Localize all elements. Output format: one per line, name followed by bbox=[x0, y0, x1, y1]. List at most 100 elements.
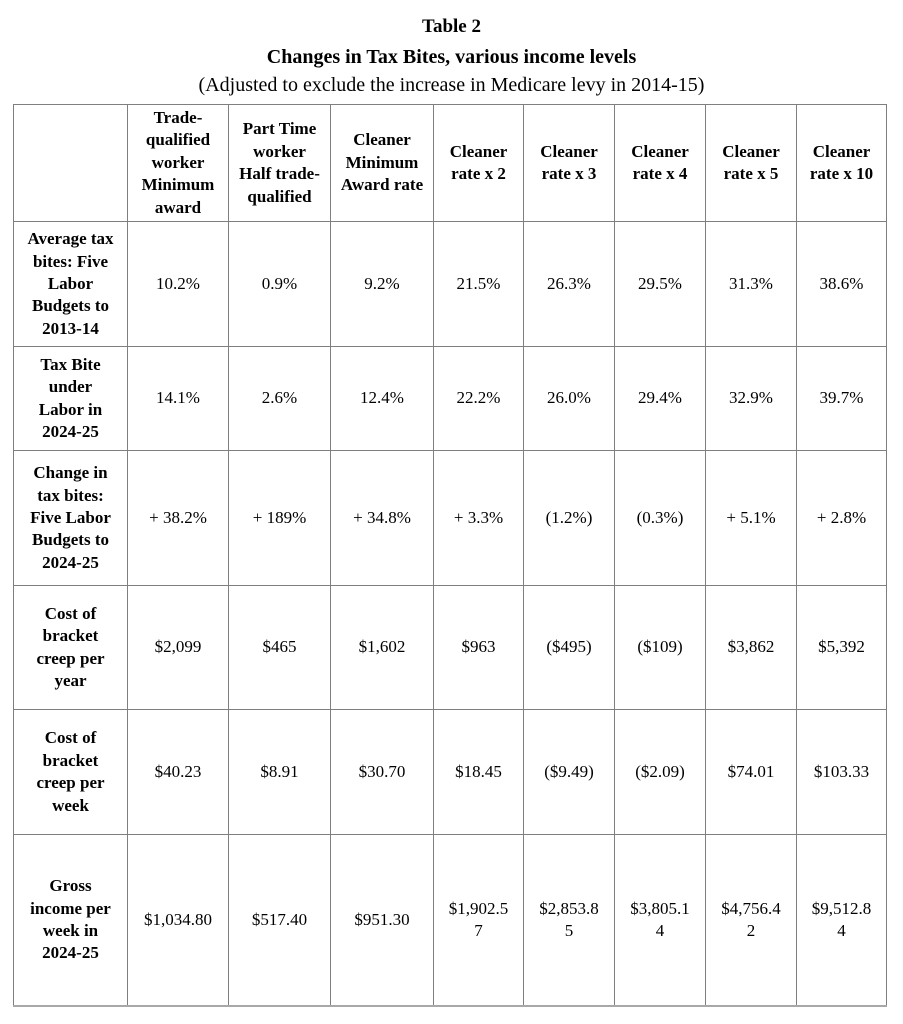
value-cell: $4,756.42 bbox=[705, 834, 797, 1007]
value-cell: 14.1% bbox=[127, 346, 229, 452]
value-cell: ($495) bbox=[523, 585, 615, 711]
cell-value: $2,853.85 bbox=[539, 898, 599, 940]
value-cell: 2.6% bbox=[228, 346, 331, 452]
cell-value: 38.6% bbox=[819, 273, 864, 293]
value-cell: (0.3%) bbox=[614, 450, 706, 587]
value-cell: $2,853.85 bbox=[523, 834, 615, 1007]
cell-value: + 38.2% bbox=[149, 507, 207, 527]
table-row: Average tax bites: Five Labor Budgets to… bbox=[13, 221, 887, 348]
cell-value: + 189% bbox=[252, 507, 307, 527]
value-cell: + 38.2% bbox=[127, 450, 229, 587]
value-cell: ($2.09) bbox=[614, 709, 706, 836]
column-header: Trade-qualified worker Minimum award bbox=[127, 103, 229, 223]
value-cell: + 34.8% bbox=[330, 450, 434, 587]
table-main-title: Changes in Tax Bites, various income lev… bbox=[266, 46, 637, 68]
value-cell: $3,862 bbox=[705, 585, 797, 711]
value-cell: 10.2% bbox=[127, 221, 229, 348]
cell-value: 9.2% bbox=[364, 273, 400, 293]
value-cell: $2,099 bbox=[127, 585, 229, 711]
row-label: Tax Bite under Labor in 2024-25 bbox=[13, 346, 128, 452]
table-row: Cost of bracket creep per year $2,099 $465… bbox=[13, 585, 887, 711]
cell-value: 14.1% bbox=[156, 388, 200, 408]
cell-value: 2.6% bbox=[261, 388, 298, 408]
value-cell: + 3.3% bbox=[433, 450, 524, 587]
row-label: Cost of bracket creep per year bbox=[13, 585, 128, 711]
column-header: Cleaner rate x 2 bbox=[433, 103, 524, 223]
value-cell: $74.01 bbox=[705, 709, 797, 836]
value-cell: 29.4% bbox=[614, 346, 706, 452]
value-cell: (1.2%) bbox=[523, 450, 615, 587]
cell-value: $2,099 bbox=[154, 637, 202, 657]
value-cell: $517.40 bbox=[228, 834, 331, 1007]
cell-value: $9,512.84 bbox=[811, 898, 872, 940]
cell-value: $951.30 bbox=[354, 909, 410, 929]
value-cell: 26.0% bbox=[523, 346, 615, 452]
cell-value: 31.3% bbox=[729, 273, 773, 293]
cell-value: ($495) bbox=[546, 637, 592, 657]
column-header: Cleaner Minimum Award rate bbox=[330, 103, 434, 223]
value-cell: 12.4% bbox=[330, 346, 434, 452]
table-subtitle: (Adjusted to exclude the increase in Med… bbox=[198, 74, 705, 96]
cell-value: 10.2% bbox=[156, 273, 200, 293]
value-cell: 9.2% bbox=[330, 221, 434, 348]
value-cell: 0.9% bbox=[228, 221, 331, 348]
cell-value: $30.70 bbox=[358, 761, 406, 781]
corner-cell bbox=[13, 103, 128, 223]
row-label: Average tax bites: Five Labor Budgets to… bbox=[13, 221, 128, 348]
value-cell: $951.30 bbox=[330, 834, 434, 1007]
cell-value: + 3.3% bbox=[453, 507, 504, 527]
value-cell: $1,902.57 bbox=[433, 834, 524, 1007]
value-cell: $103.33 bbox=[796, 709, 887, 836]
table-row: Gross income per week in 2024-25 $1,034.8… bbox=[13, 834, 887, 1007]
cell-value: (1.2%) bbox=[545, 507, 593, 527]
column-header: Cleaner rate x 3 bbox=[523, 103, 615, 223]
cell-value: 26.3% bbox=[547, 273, 591, 293]
cell-value: $1,902.57 bbox=[448, 898, 509, 940]
value-cell: $5,392 bbox=[796, 585, 887, 711]
cell-value: $5,392 bbox=[818, 637, 865, 657]
value-cell: 32.9% bbox=[705, 346, 797, 452]
value-cell: $8.91 bbox=[228, 709, 331, 836]
cell-value: $74.01 bbox=[727, 761, 775, 781]
cell-value: 32.9% bbox=[729, 388, 773, 408]
cell-value: + 34.8% bbox=[353, 507, 411, 527]
value-cell: 29.5% bbox=[614, 221, 706, 348]
row-label: Change in tax bites: Five Labor Budgets … bbox=[13, 450, 128, 587]
cell-value: 39.7% bbox=[819, 388, 864, 408]
value-cell: $1,602 bbox=[330, 585, 434, 711]
cell-value: $1,034.80 bbox=[144, 909, 212, 929]
cell-value: 29.5% bbox=[638, 273, 682, 293]
cell-value: $3,805.14 bbox=[630, 898, 690, 940]
cell-value: + 5.1% bbox=[726, 507, 776, 527]
value-cell: + 189% bbox=[228, 450, 331, 587]
cell-value: ($2.09) bbox=[635, 761, 685, 781]
table-row: Cost of bracket creep per week $40.23 $8.9… bbox=[13, 709, 887, 836]
value-cell: + 5.1% bbox=[705, 450, 797, 587]
value-cell: $30.70 bbox=[330, 709, 434, 836]
value-cell: 21.5% bbox=[433, 221, 524, 348]
value-cell: ($9.49) bbox=[523, 709, 615, 836]
header-row: Trade-qualified worker Minimum award Part… bbox=[13, 103, 887, 223]
cell-value: $18.45 bbox=[455, 761, 502, 781]
value-cell: 26.3% bbox=[523, 221, 615, 348]
cell-value: $465 bbox=[262, 637, 297, 657]
tax-bites-table: Trade-qualified worker Minimum award Part… bbox=[13, 103, 887, 1007]
cell-value: $1,602 bbox=[358, 637, 406, 657]
value-cell: $3,805.14 bbox=[614, 834, 706, 1007]
cell-value: + 2.8% bbox=[816, 507, 867, 527]
value-cell: 31.3% bbox=[705, 221, 797, 348]
cell-value: 0.9% bbox=[261, 273, 298, 293]
table-row: Tax Bite under Labor in 2024-25 14.1% 2.6%… bbox=[13, 346, 887, 452]
table-header: Trade-qualified worker Minimum award Part… bbox=[13, 103, 887, 223]
cell-value: 12.4% bbox=[360, 388, 404, 408]
cell-value: (0.3%) bbox=[636, 507, 684, 527]
value-cell: $9,512.84 bbox=[796, 834, 887, 1007]
cell-value: $517.40 bbox=[251, 909, 308, 929]
row-label: Cost of bracket creep per week bbox=[13, 709, 128, 836]
cell-value: $8.91 bbox=[260, 761, 299, 781]
value-cell: 39.7% bbox=[796, 346, 887, 452]
value-cell: $1,034.80 bbox=[127, 834, 229, 1007]
value-cell: 22.2% bbox=[433, 346, 524, 452]
column-header: Part Time worker Half trade-qualified bbox=[228, 103, 331, 223]
